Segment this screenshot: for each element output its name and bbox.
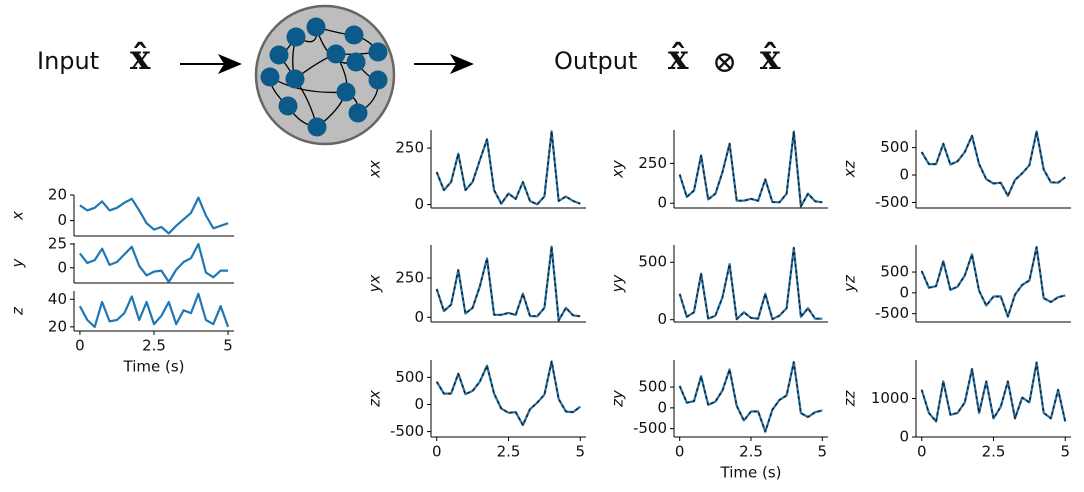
x-tick-label: 0 (917, 443, 927, 461)
y-tick-label: 0 (657, 398, 667, 416)
y-tick-label: -500 (875, 193, 909, 211)
x-tick-label: 2.5 (142, 337, 166, 355)
y-tick-label: 0 (899, 283, 909, 301)
series-line (79, 196, 229, 235)
x-tick-label: 5 (223, 337, 233, 355)
y-axis-label: zx (366, 390, 384, 408)
prediction-line (436, 360, 581, 426)
series-line (79, 242, 229, 284)
y-tick-label: -500 (390, 422, 424, 440)
series-line (678, 130, 823, 208)
x-tick-label: 0 (432, 443, 442, 461)
y-tick-label: 1000 (871, 389, 909, 407)
y-tick-label: 0 (657, 310, 667, 328)
y-tick-label: 500 (638, 378, 667, 396)
series-line (920, 361, 1067, 423)
y-axis-label: yz (841, 274, 859, 293)
output-label: Output (554, 47, 637, 75)
series-line (78, 292, 230, 328)
y-tick-label: 250 (395, 269, 424, 287)
y-tick-label: -500 (875, 304, 909, 322)
output-symbol: x̂ (760, 38, 781, 78)
y-tick-label: 40 (48, 290, 67, 308)
y-tick-label: 0 (414, 195, 424, 213)
y-tick-label: 0 (899, 166, 909, 184)
y-axis-label: xx (366, 160, 384, 179)
prediction-line (678, 361, 823, 433)
y-tick-label: 0 (414, 395, 424, 413)
series-line (678, 246, 823, 321)
y-tick-label: 20 (48, 317, 67, 335)
x-tick-label: 0 (675, 443, 685, 461)
network (254, 4, 396, 146)
prediction-line (678, 247, 823, 320)
y-axis-label: xz (841, 160, 859, 179)
y-axis-label: y (9, 257, 27, 268)
y-tick-label: 500 (638, 253, 667, 271)
y-axis-label: yy (609, 274, 627, 294)
x-tick-label: 2.5 (982, 443, 1006, 461)
y-axis-label: xy (609, 159, 627, 179)
y-tick-label: 0 (57, 258, 67, 276)
y-axis-label: z (9, 306, 27, 316)
y-tick-label: 25 (48, 234, 67, 252)
prediction-line (921, 130, 1066, 197)
input-label: Input (37, 47, 99, 75)
y-tick-label: 20 (48, 186, 67, 204)
y-tick-label: 500 (880, 263, 909, 281)
x-tick-label: 5 (1060, 443, 1070, 461)
prediction-line (435, 245, 581, 322)
y-axis-label: zz (841, 390, 859, 408)
x-axis-label: Time (s) (720, 464, 782, 482)
y-tick-label: 0 (899, 428, 909, 446)
x-tick-label: 0 (75, 337, 85, 355)
x-tick-label: 5 (818, 443, 828, 461)
y-axis-label: yx (366, 275, 384, 294)
input-symbol: x̂ (130, 38, 151, 78)
y-tick-label: 500 (880, 138, 909, 156)
x-axis-label: Time (s) (123, 358, 185, 376)
prediction-line (435, 130, 581, 206)
x-tick-label: 2.5 (497, 443, 521, 461)
x-tick-label: 5 (575, 443, 585, 461)
series-line (435, 360, 581, 427)
y-axis-label: x (9, 211, 27, 221)
y-tick-label: -500 (633, 419, 667, 437)
y-tick-label: 0 (657, 194, 667, 212)
output-symbol: x̂ (668, 38, 689, 78)
series-line (920, 246, 1066, 318)
y-axis-label: zy (609, 389, 627, 408)
series-line (678, 361, 823, 433)
y-tick-label: 0 (57, 211, 67, 229)
y-tick-label: 250 (638, 154, 667, 172)
y-tick-label: 500 (395, 368, 424, 386)
operator: ⊗ (712, 45, 737, 80)
prediction-line (920, 246, 1066, 318)
prediction-line (678, 130, 823, 208)
y-tick-label: 250 (395, 139, 424, 157)
y-tick-label: 0 (414, 308, 424, 326)
series-line (435, 245, 581, 322)
series-line (435, 130, 581, 206)
series-line (920, 130, 1066, 197)
x-tick-label: 2.5 (739, 443, 763, 461)
